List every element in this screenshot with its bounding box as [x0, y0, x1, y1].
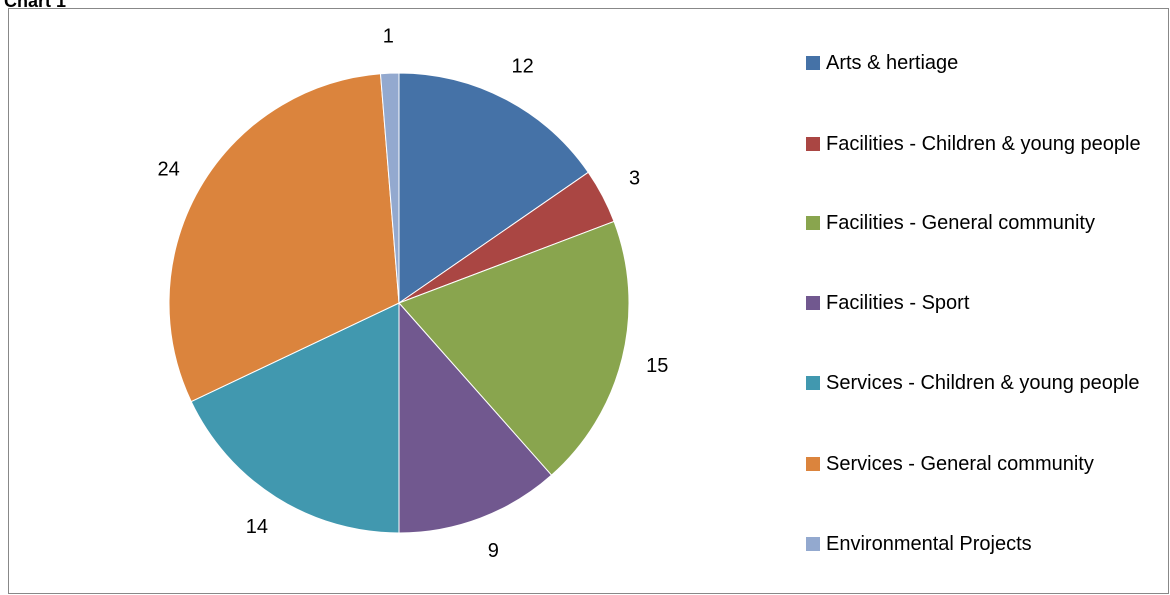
data-label: 1 — [383, 25, 394, 47]
chart-title: Chart 1 — [4, 0, 67, 11]
data-label: 3 — [629, 168, 640, 190]
pie-slice — [168, 73, 400, 403]
legend-label: Arts & hertiage — [826, 52, 959, 74]
legend-entry: Facilities - General community — [806, 207, 1156, 239]
data-label: 15 — [646, 355, 668, 377]
legend-swatch — [806, 56, 820, 70]
legend-swatch — [806, 137, 820, 151]
legend-label: Facilities - Children & young people — [826, 133, 1141, 155]
legend-swatch — [806, 376, 820, 390]
legend-swatch — [806, 457, 820, 471]
legend-swatch — [806, 296, 820, 310]
legend-entry: Environmental Projects — [806, 528, 1156, 560]
pie-slice — [190, 302, 400, 534]
data-label: 12 — [511, 56, 533, 78]
legend-label: Services - General community — [826, 453, 1094, 475]
legend-label: Facilities - Sport — [826, 292, 970, 314]
legend-entry: Arts & hertiage — [806, 47, 1156, 79]
legend-entry: Facilities - Sport — [806, 287, 1156, 319]
data-label: 14 — [246, 516, 268, 538]
pie-slice — [398, 220, 630, 476]
pie-slice — [379, 72, 400, 304]
chart-frame — [8, 8, 1169, 594]
pie-slice — [398, 301, 553, 534]
legend-label: Facilities - General community — [826, 212, 1095, 234]
legend-swatch — [806, 216, 820, 230]
legend-swatch — [806, 537, 820, 551]
legend-label: Services - Children & young people — [826, 372, 1140, 394]
legend-entry: Facilities - Children & young people — [806, 128, 1156, 160]
legend-entry: Services - General community — [806, 448, 1156, 480]
data-label: 24 — [158, 158, 180, 180]
legend-label: Environmental Projects — [826, 533, 1032, 555]
legend-entry: Services - Children & young people — [806, 367, 1156, 399]
data-label: 9 — [488, 540, 499, 562]
pie-slice — [398, 72, 589, 304]
